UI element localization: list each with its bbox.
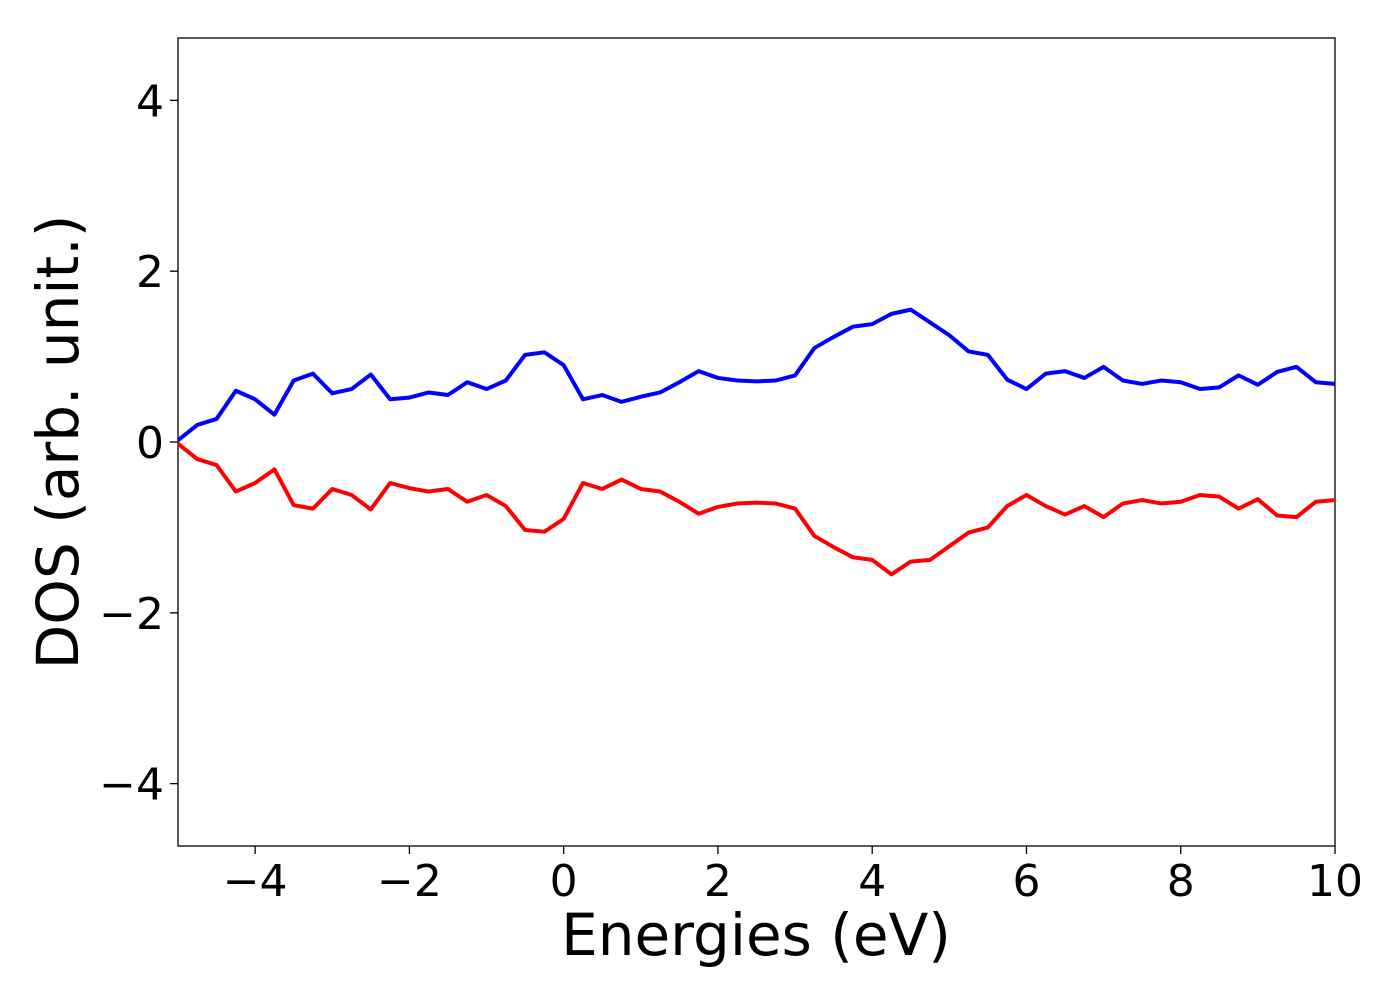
y-tick-label: −2: [99, 589, 164, 640]
x-tick-label: 10: [1307, 856, 1363, 907]
line-series: [176, 442, 1336, 577]
y-tick-label: −4: [99, 760, 164, 811]
y-tick-label: 2: [136, 247, 164, 298]
x-tick-label: 0: [550, 856, 578, 907]
x-tick-label: 4: [858, 856, 886, 907]
plot-frame: [177, 37, 1336, 847]
y-tick-label: 0: [136, 418, 164, 469]
x-tick-label: −2: [377, 856, 442, 907]
y-tick-label: 4: [136, 76, 164, 127]
x-tick-label: 6: [1012, 856, 1040, 907]
x-axis-label: Energies (eV): [561, 901, 951, 969]
x-tick-label: −4: [223, 856, 288, 907]
x-tick-label: 8: [1167, 856, 1195, 907]
x-tick-label: 2: [704, 856, 732, 907]
line-series: [176, 307, 1336, 442]
y-axis-label: DOS (arb. unit.): [24, 215, 92, 670]
